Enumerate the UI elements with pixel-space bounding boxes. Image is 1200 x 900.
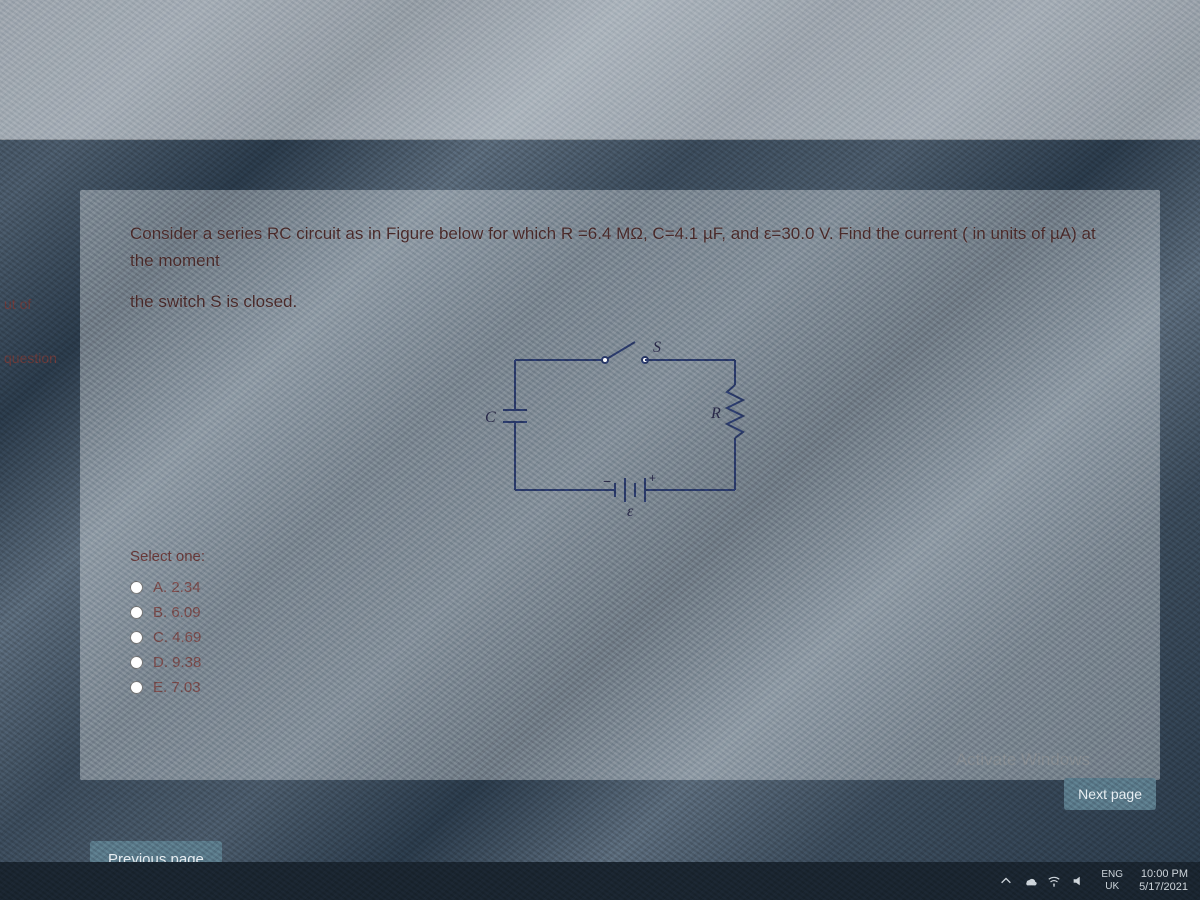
sound-icon[interactable]: [1071, 874, 1085, 888]
taskbar-clock[interactable]: 10:00 PM 5/17/2021: [1139, 868, 1188, 894]
activate-windows-watermark: Activate Windows: [956, 750, 1090, 770]
windows-taskbar[interactable]: ENG UK 10:00 PM 5/17/2021: [0, 862, 1200, 900]
chevron-up-icon[interactable]: [999, 874, 1013, 888]
rc-circuit-svg: + − S R C ε: [475, 330, 775, 520]
option-D-label: D. 9.38: [153, 654, 201, 671]
question-sidebar-fragment: ut of question: [0, 290, 64, 372]
option-A-label: A. 2.34: [153, 579, 201, 596]
label-emf: ε: [627, 503, 634, 520]
clock-time: 10:00 PM: [1141, 868, 1188, 881]
system-tray[interactable]: [999, 874, 1085, 888]
radio-C[interactable]: [130, 631, 143, 644]
sidebar-text-outof: ut of: [0, 290, 64, 318]
sidebar-text-question: question: [0, 344, 64, 372]
option-C[interactable]: C. 4.69: [130, 625, 1120, 650]
label-S: S: [653, 339, 661, 356]
wifi-icon[interactable]: [1047, 874, 1061, 888]
option-C-label: C. 4.69: [153, 629, 201, 646]
option-B-label: B. 6.09: [153, 604, 201, 621]
svg-text:−: −: [603, 473, 611, 489]
option-D[interactable]: D. 9.38: [130, 650, 1120, 675]
question-text-line1: Consider a series RC circuit as in Figur…: [130, 220, 1120, 274]
select-one-label: Select one:: [130, 548, 1120, 565]
radio-B[interactable]: [130, 606, 143, 619]
radio-A[interactable]: [130, 581, 143, 594]
option-A[interactable]: A. 2.34: [130, 575, 1120, 600]
next-page-button[interactable]: Next page: [1064, 778, 1156, 810]
option-E[interactable]: E. 7.03: [130, 675, 1120, 700]
option-B[interactable]: B. 6.09: [130, 600, 1120, 625]
question-text-line2: the switch S is closed.: [130, 288, 1120, 315]
browser-chrome: [0, 0, 1200, 140]
circuit-figure: + − S R C ε: [130, 330, 1120, 520]
question-card: Consider a series RC circuit as in Figur…: [80, 190, 1160, 780]
label-C: C: [485, 409, 496, 426]
answer-block: Select one: A. 2.34 B. 6.09 C. 4.69 D. 9…: [130, 548, 1120, 700]
radio-E[interactable]: [130, 681, 143, 694]
clock-date: 5/17/2021: [1139, 881, 1188, 894]
onedrive-icon[interactable]: [1023, 874, 1037, 888]
radio-D[interactable]: [130, 656, 143, 669]
option-E-label: E. 7.03: [153, 679, 201, 696]
svg-text:+: +: [649, 471, 656, 485]
label-R: R: [710, 405, 721, 422]
language-indicator[interactable]: ENG UK: [1101, 869, 1123, 893]
